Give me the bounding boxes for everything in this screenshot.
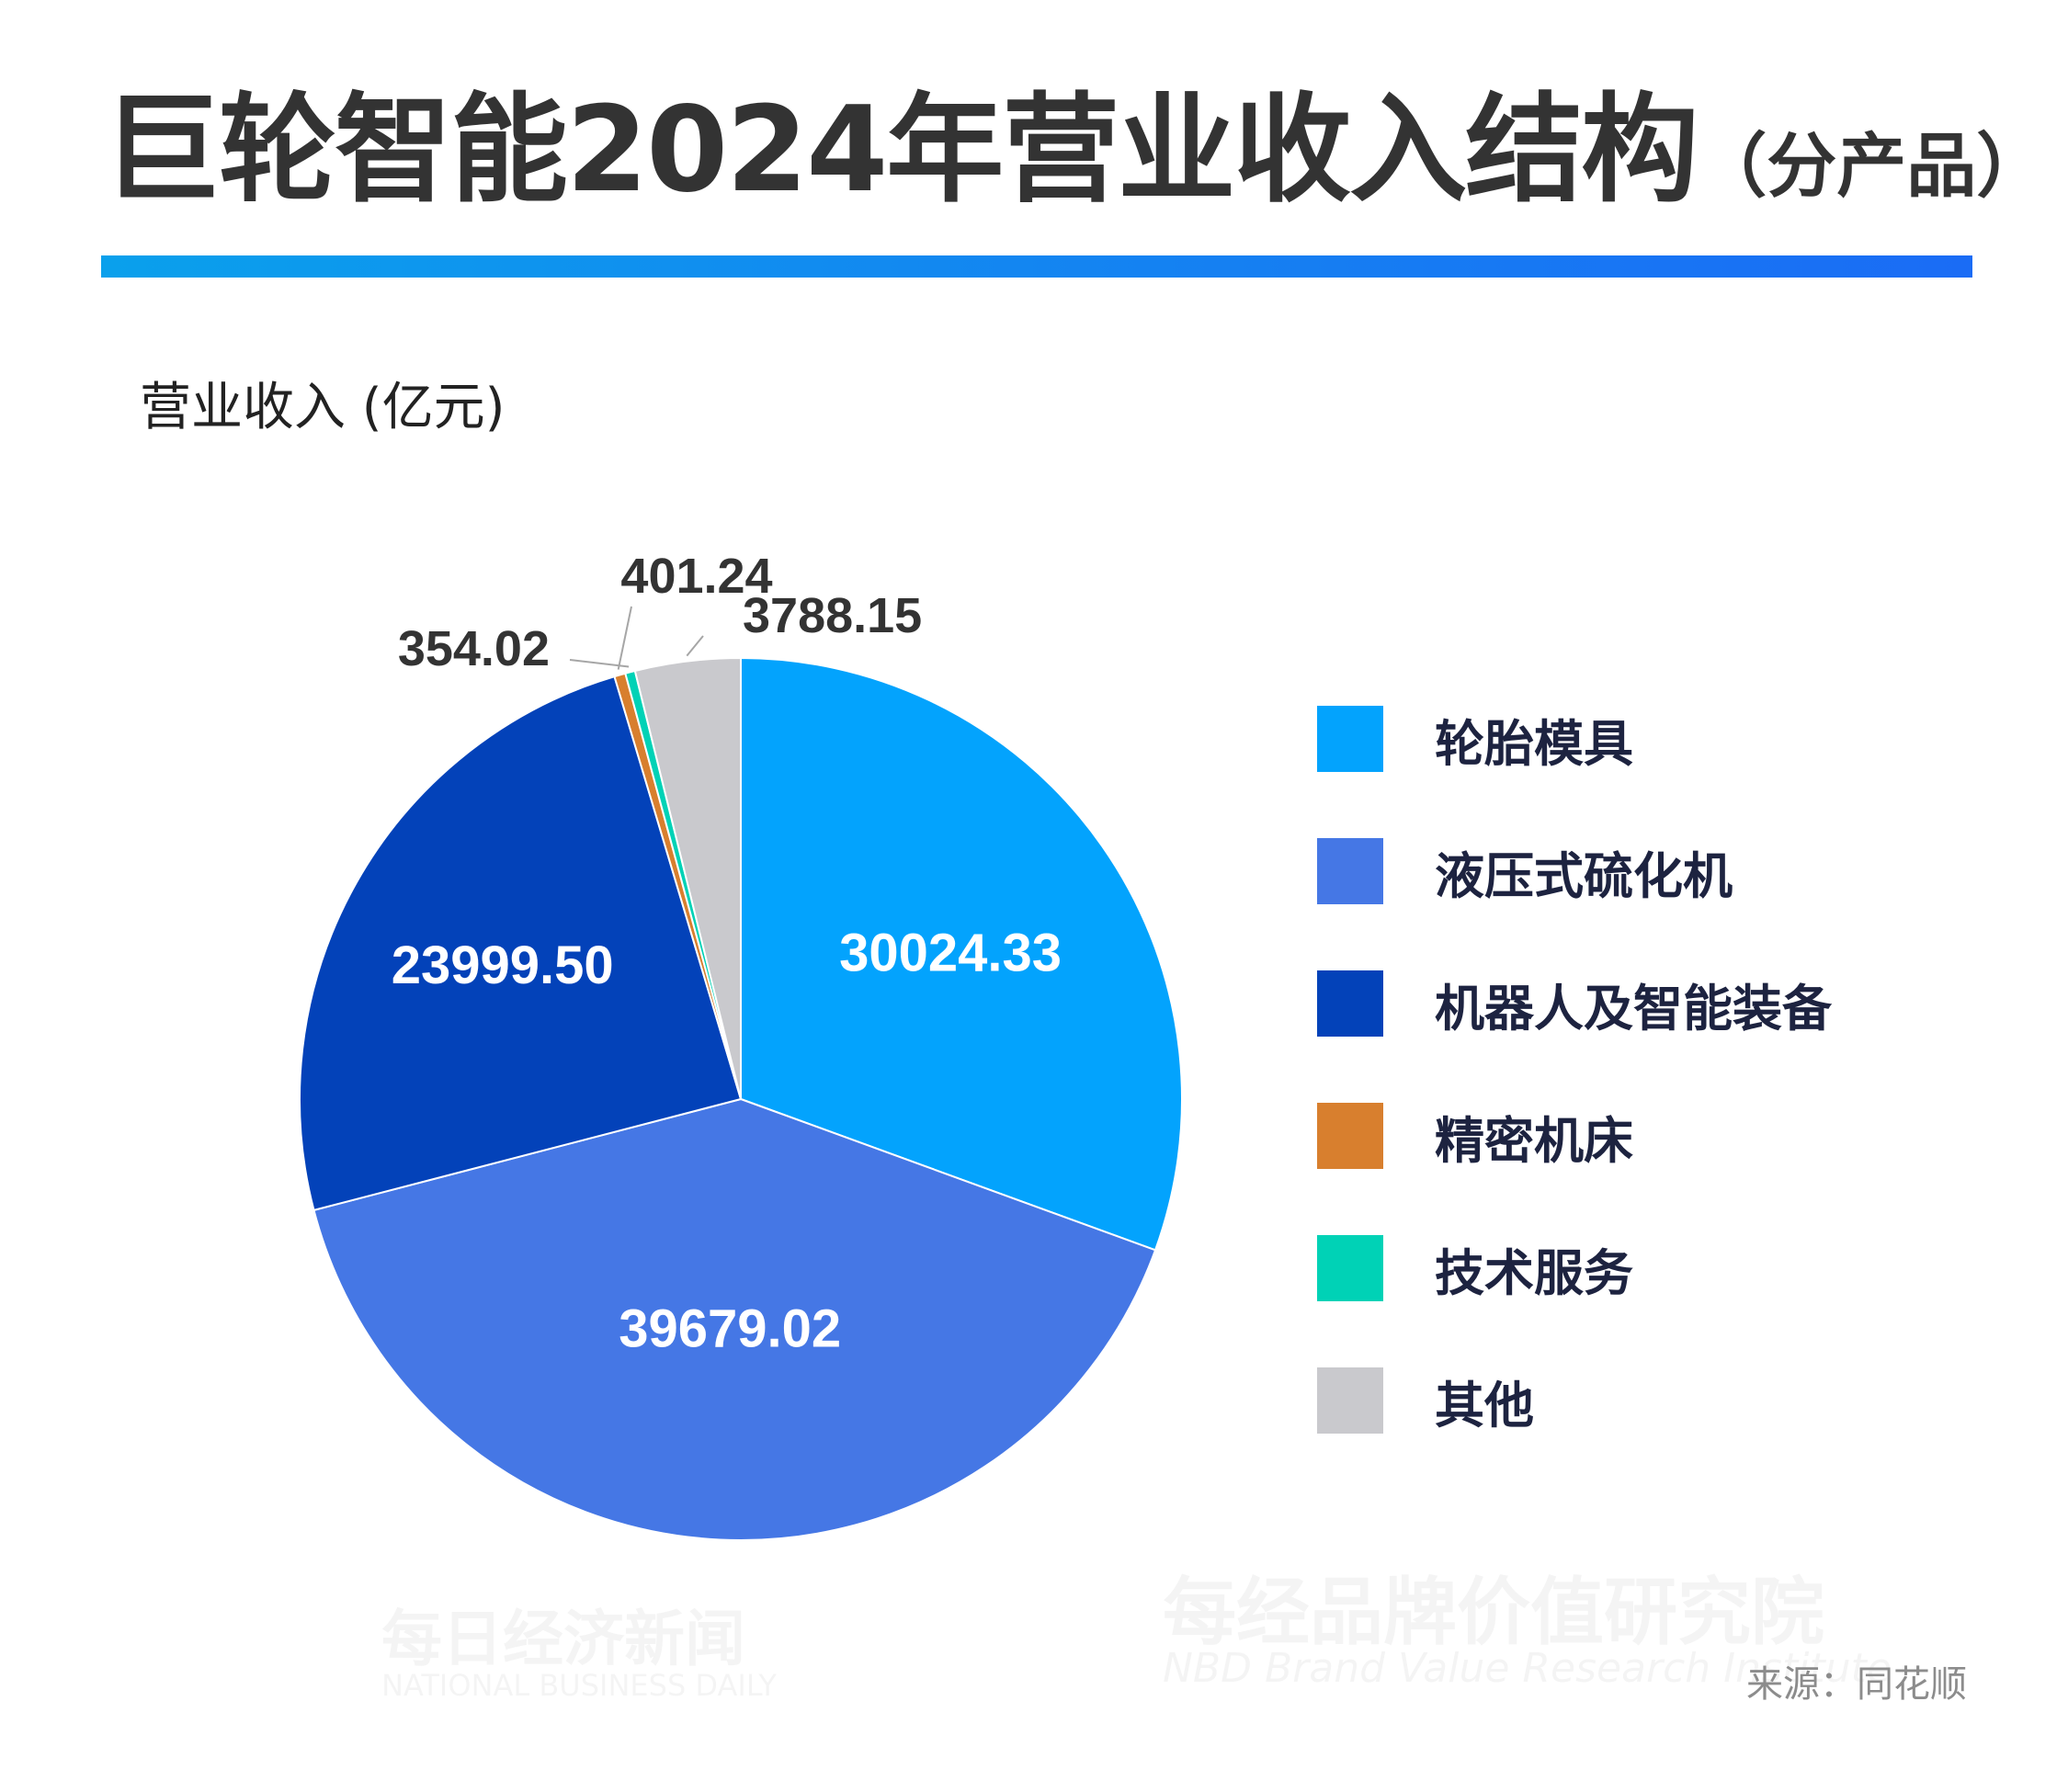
- slice-value-label: 23999.50: [392, 936, 614, 995]
- title-paren: （分产品）: [1697, 125, 2047, 207]
- callout-leader-line: [569, 659, 630, 668]
- pie-labels: 30024.33 39679.02 23999.50 401.24 354.02 3788…: [392, 549, 1062, 1358]
- title-underline: [101, 255, 1972, 278]
- legend-label: 技术服务: [1435, 1243, 1633, 1302]
- legend-swatch: [1317, 1103, 1383, 1169]
- legend-label: 液压式硫化机: [1435, 846, 1733, 905]
- slice-value-label: 39679.02: [619, 1299, 841, 1358]
- legend-item: 精密机床: [1317, 1103, 1832, 1170]
- slice-value-label: 3788.15: [743, 588, 922, 643]
- legend-swatch: [1317, 970, 1383, 1037]
- source-note: 来源：同花顺: [1746, 1663, 1967, 1706]
- unit-label: 营业收入 (亿元): [140, 378, 506, 437]
- title-main: 巨轮智能2024年营业收入结构: [103, 82, 1699, 219]
- legend-label: 轮胎模具: [1435, 714, 1633, 773]
- legend-label: 其他: [1435, 1376, 1534, 1435]
- pie-slice-2: [312, 1097, 1157, 1541]
- callout-leader-line: [686, 635, 704, 657]
- watermark-brand-cn: 每日经济新闻: [381, 1590, 745, 1678]
- slice-value-label: 30024.33: [839, 923, 1062, 982]
- legend-item: 液压式硫化机: [1317, 838, 1832, 905]
- pie-slice-3: [299, 675, 743, 1212]
- pie-slices: [299, 656, 1183, 1541]
- legend-item: 技术服务: [1317, 1235, 1832, 1302]
- legend-swatch: [1317, 838, 1383, 904]
- page-title: 巨轮智能2024年营业收入结构（分产品）: [103, 92, 2046, 210]
- legend-label: 精密机床: [1435, 1111, 1633, 1170]
- callout-leaders: [569, 606, 704, 670]
- legend-swatch: [1317, 1235, 1383, 1301]
- legend-item: 其他: [1317, 1367, 1832, 1435]
- pie-slice-1: [740, 656, 1183, 1252]
- slice-value-label: 354.02: [398, 621, 550, 676]
- watermark-institute-en: NBD Brand Value Research Institute: [1163, 1645, 1892, 1692]
- legend-item: 机器人及智能装备: [1317, 970, 1832, 1038]
- slice-value-label: 401.24: [620, 549, 772, 604]
- watermark-brand-en: NATIONAL BUSINESS DAILY: [381, 1668, 777, 1703]
- pie-slice-6: [633, 656, 742, 1100]
- watermark-institute-cn: 每经品牌价值研究院: [1163, 1553, 1824, 1660]
- legend-swatch: [1317, 706, 1383, 772]
- legend-item: 轮胎模具: [1317, 706, 1832, 773]
- callout-leader-line: [617, 606, 632, 670]
- chart-legend: 轮胎模具液压式硫化机机器人及智能装备 精密机床技术服务其他: [1317, 706, 1832, 1500]
- legend-swatch: [1317, 1367, 1383, 1434]
- legend-label: 机器人及智能装备: [1435, 979, 1832, 1038]
